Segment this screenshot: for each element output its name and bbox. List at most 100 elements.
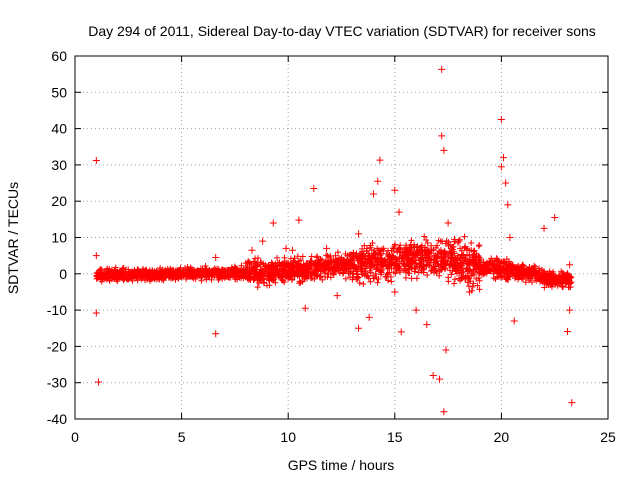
band-marker: [439, 238, 446, 245]
band-marker: [452, 268, 459, 275]
band-marker: [203, 276, 210, 283]
data-point: [557, 273, 565, 281]
data-point: [124, 272, 132, 280]
band-marker: [385, 247, 392, 254]
data-point: [146, 269, 154, 277]
band-marker: [266, 277, 273, 284]
data-point: [401, 252, 409, 260]
band-marker: [431, 256, 438, 263]
band-marker: [355, 257, 362, 264]
data-point: [497, 116, 505, 124]
data-point: [566, 261, 574, 269]
band-marker: [365, 255, 372, 262]
band-marker: [98, 278, 105, 285]
band-marker: [238, 275, 245, 282]
band-marker: [550, 268, 557, 275]
band-marker: [428, 267, 435, 274]
band-marker: [493, 255, 500, 262]
data-point: [438, 132, 446, 140]
band-marker: [111, 266, 118, 273]
band-marker: [425, 249, 432, 256]
data-point: [440, 408, 448, 416]
data-band: [93, 233, 575, 294]
data-point: [440, 146, 448, 154]
band-marker: [458, 267, 465, 274]
data-point: [348, 257, 356, 265]
data-point: [212, 253, 220, 261]
band-marker: [289, 271, 296, 278]
band-marker: [256, 273, 263, 280]
y-tick-label: 0: [59, 266, 67, 282]
band-marker: [304, 265, 311, 272]
band-marker: [412, 265, 419, 272]
band-marker: [424, 271, 431, 278]
data-point: [465, 288, 473, 296]
band-marker: [479, 271, 486, 278]
data-point: [461, 243, 469, 251]
band-marker: [292, 261, 299, 268]
band-marker: [461, 233, 468, 240]
data-point: [365, 313, 373, 321]
band-marker: [342, 275, 349, 282]
band-marker: [274, 254, 281, 261]
x-tick-label: 15: [387, 429, 403, 445]
band-marker: [287, 255, 294, 262]
band-marker: [467, 278, 474, 285]
band-marker: [272, 279, 279, 286]
band-marker: [369, 254, 376, 261]
band-marker: [246, 276, 253, 283]
data-point: [167, 272, 175, 280]
band-marker: [470, 248, 477, 255]
data-point: [338, 261, 345, 269]
band-marker: [469, 283, 476, 290]
band-marker: [102, 270, 109, 277]
data-point: [210, 268, 218, 276]
band-marker: [457, 255, 464, 262]
band-marker: [436, 272, 443, 279]
data-point: [231, 266, 239, 274]
band-marker: [351, 265, 358, 272]
band-marker: [498, 266, 505, 273]
band-marker: [183, 276, 190, 283]
data-point: [212, 330, 220, 338]
band-marker: [350, 251, 357, 258]
band-marker: [448, 255, 455, 262]
x-tick-label: 20: [494, 429, 510, 445]
band-marker: [206, 273, 213, 280]
x-axis-label: GPS time / hours: [288, 457, 395, 473]
band-marker: [464, 266, 471, 273]
data-point: [429, 371, 437, 379]
band-marker: [297, 279, 304, 286]
band-marker: [289, 276, 296, 283]
band-marker: [388, 260, 395, 267]
band-marker: [295, 263, 302, 270]
band-marker: [437, 253, 444, 260]
data-point: [269, 219, 277, 227]
data-point: [563, 328, 571, 336]
band-marker: [402, 262, 409, 269]
data-point: [359, 255, 367, 263]
band-marker: [122, 268, 129, 275]
band-marker: [317, 265, 324, 272]
band-marker: [450, 261, 457, 268]
band-marker: [324, 252, 331, 259]
band-marker: [363, 248, 370, 255]
band-marker: [377, 250, 384, 257]
y-tick-label: 20: [51, 193, 67, 209]
band-marker: [360, 280, 367, 287]
band-marker: [357, 266, 364, 273]
band-marker: [308, 253, 315, 260]
band-marker: [337, 256, 344, 263]
band-marker: [442, 251, 449, 258]
band-marker: [521, 272, 528, 279]
band-marker: [395, 265, 402, 272]
x-tick-label: 25: [600, 429, 616, 445]
data-point: [551, 214, 559, 222]
data-point: [442, 346, 450, 354]
band-marker: [382, 274, 389, 281]
band-marker: [543, 279, 550, 286]
band-marker: [488, 255, 495, 262]
band-marker: [538, 266, 545, 273]
band-marker: [293, 266, 300, 273]
band-marker: [299, 253, 306, 260]
